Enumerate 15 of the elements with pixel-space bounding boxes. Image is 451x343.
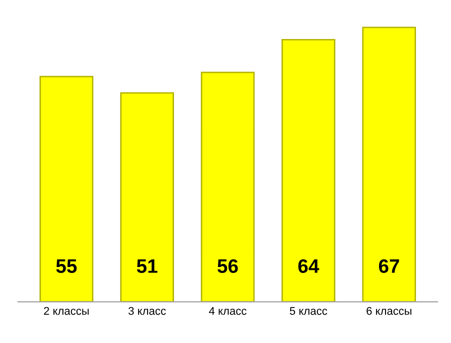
data-label: 67 [378,259,400,273]
data-label: 55 [56,259,77,273]
bar [120,92,174,302]
bar [362,26,416,302]
x-tick-label: 2 классы [44,306,89,315]
x-tick-label: 4 класс [209,307,246,315]
bar [200,72,255,302]
bar [282,39,336,302]
bar [40,76,94,302]
data-label: 51 [136,259,158,273]
x-tick-label: 3 класс [128,306,166,315]
x-tick-label: 6 классы [366,306,412,315]
data-label: 64 [298,259,320,273]
x-tick-label: 5 класс [290,307,328,315]
data-label: 56 [218,259,238,273]
